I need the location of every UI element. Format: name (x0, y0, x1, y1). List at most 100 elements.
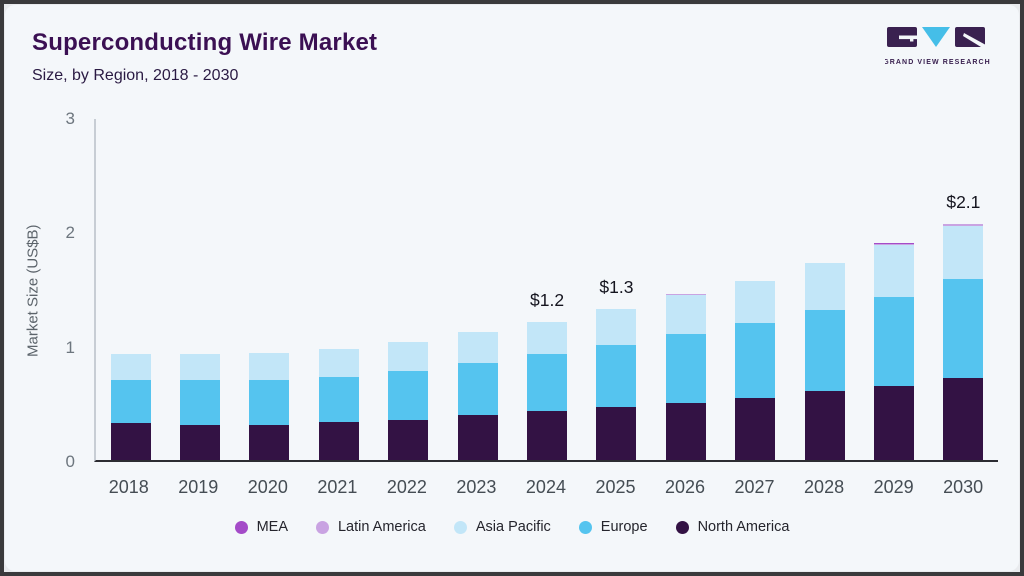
bar-segment-asia-pacific-2021 (318, 349, 359, 377)
bar-segment-north-america-2018 (110, 423, 151, 460)
y-tick-1: 1 (65, 337, 75, 357)
gvr-logo-text: GRAND VIEW RESEARCH (885, 59, 991, 66)
bar-stack-2030 (943, 223, 984, 460)
bar-segment-asia-pacific-2027 (735, 280, 776, 323)
legend-label: Europe (600, 519, 648, 535)
legend-label: Latin America (337, 519, 426, 535)
bar-segment-north-america-2025 (596, 407, 637, 460)
x-tick-2023: 2023 (456, 477, 497, 497)
bar-segment-north-america-2029 (873, 385, 914, 460)
legend-item-north-america: North America (675, 519, 789, 535)
bar-segment-north-america-2028 (804, 391, 845, 460)
bar-segment-north-america-2021 (318, 422, 359, 460)
gvr-logo-mark (887, 27, 985, 47)
bar-segment-asia-pacific-2018 (110, 353, 151, 380)
bar-segment-latin-america-2029 (873, 243, 914, 246)
legend-item-europe: Europe (578, 519, 648, 535)
legend-label: Asia Pacific (475, 519, 551, 535)
bar-segment-europe-2029 (873, 296, 914, 386)
bar-segment-asia-pacific-2019 (180, 353, 221, 380)
bar-value-label-2030: $2.1 (946, 191, 981, 212)
bar-stack-2018 (110, 353, 151, 460)
bar-segment-mea-2029 (873, 243, 914, 244)
y-tick-0: 0 (65, 452, 75, 471)
bar-group-2027 (721, 119, 790, 460)
bar-segment-europe-2021 (318, 376, 359, 423)
x-tick-2027: 2027 (734, 477, 775, 497)
x-tick-2026: 2026 (664, 477, 706, 497)
legend-label: MEA (256, 519, 288, 535)
chart-plot-area: $1.2 $1.3 $2.1 (94, 119, 998, 462)
bar-stack-2020 (249, 352, 290, 460)
bar-segment-europe-2030 (943, 279, 984, 378)
bar-segment-latin-america-2026 (665, 294, 706, 296)
bar-stack-2028 (804, 263, 845, 460)
bar-segment-europe-2023 (457, 362, 498, 416)
bar-segment-north-america-2030 (943, 377, 984, 460)
bar-segment-asia-pacific-2023 (457, 331, 498, 363)
grand-view-research-logo: GRAND VIEW RESEARCH (885, 27, 991, 66)
bar-group-2018 (96, 119, 165, 460)
legend-item-mea: MEA (234, 519, 288, 535)
bar-segment-north-america-2020 (249, 424, 290, 460)
y-tick-2: 2 (65, 223, 75, 243)
bar-segment-europe-2024 (527, 353, 568, 411)
bar-group-2021 (304, 119, 373, 460)
bar-segment-asia-pacific-2020 (249, 352, 290, 380)
legend-item-latin-america: Latin America (315, 519, 426, 535)
bar-segment-north-america-2024 (527, 410, 568, 460)
page-subtitle: Size, by Region, 2018 - 2030 (32, 67, 239, 84)
x-tick-2025: 2025 (595, 477, 636, 497)
bar-group-2023 (443, 119, 512, 460)
bar-segment-europe-2019 (180, 379, 221, 425)
chart-legend: MEA Latin America Asia Pacific Europe North … (5, 519, 1019, 535)
bar-stack-2026 (665, 293, 706, 460)
x-tick-2021: 2021 (317, 477, 358, 497)
x-tick-2024: 2024 (525, 477, 566, 497)
y-tick-3: 3 (65, 109, 75, 128)
x-tick-2030: 2030 (943, 477, 984, 497)
x-tick-2022: 2022 (386, 477, 427, 497)
x-tick-2028: 2028 (804, 477, 845, 497)
bar-segment-europe-2028 (804, 310, 845, 392)
x-tick-2019: 2019 (178, 477, 219, 497)
bar-segment-asia-pacific-2030 (943, 225, 984, 280)
x-tick-2018: 2018 (108, 477, 149, 497)
page-title: Superconducting Wire Market (32, 29, 378, 56)
bar-stack-2027 (735, 280, 776, 460)
bar-stack-2024 (527, 321, 568, 460)
bar-stack-2025 (596, 309, 637, 460)
legend-dot-icon (453, 520, 467, 534)
bar-stack-2023 (457, 331, 498, 460)
bar-segment-europe-2025 (596, 344, 637, 408)
x-axis-labels: 2018 2019 2020 2021 2022 2023 2024 2025 2026 2027… (94, 477, 998, 498)
bar-segment-asia-pacific-2026 (665, 295, 706, 335)
bar-stack-2022 (388, 342, 429, 460)
bar-group-2025: $1.3 (582, 119, 651, 460)
bar-segment-europe-2018 (110, 379, 151, 424)
bar-segment-north-america-2019 (180, 424, 221, 460)
bar-group-2030: $2.1 (929, 119, 998, 460)
bar-segment-asia-pacific-2028 (804, 263, 845, 311)
x-tick-2029: 2029 (873, 477, 914, 497)
bar-segment-asia-pacific-2029 (873, 245, 914, 297)
legend-dot-icon (675, 520, 689, 534)
bar-group-2024: $1.2 (512, 119, 581, 460)
legend-dot-icon (578, 520, 592, 534)
bar-value-label-2025: $1.3 (599, 277, 634, 298)
bar-group-2029 (859, 119, 928, 460)
legend-item-asia-pacific: Asia Pacific (453, 519, 551, 535)
bar-group-2022 (374, 119, 443, 460)
legend-dot-icon (234, 520, 248, 534)
bar-segment-asia-pacific-2025 (596, 309, 637, 345)
bar-segment-latin-america-2030 (943, 224, 984, 226)
bar-stack-2029 (873, 243, 914, 460)
bar-group-2020 (235, 119, 304, 460)
bar-segment-europe-2026 (665, 334, 706, 403)
chart-card: Superconducting Wire Market Size, by Reg… (5, 5, 1019, 571)
legend-dot-icon (315, 520, 329, 534)
bar-value-label-2024: $1.2 (530, 289, 565, 310)
bar-segment-north-america-2022 (388, 419, 429, 460)
bar-segment-asia-pacific-2022 (388, 342, 429, 371)
